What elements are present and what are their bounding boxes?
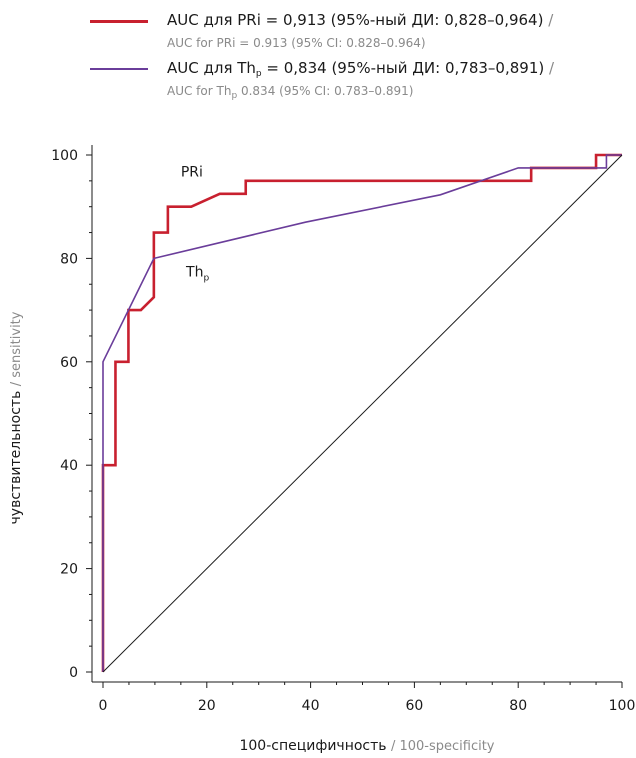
y-axis-title: чувствительность / sensitivity bbox=[8, 311, 24, 524]
legend-main-subscript: p bbox=[255, 69, 262, 79]
legend-sub-pri: AUC for PRi = 0.913 (95% CI: 0.828–0.964… bbox=[167, 36, 553, 56]
x-tick-label: 0 bbox=[99, 698, 108, 714]
series-line-pri bbox=[101, 153, 622, 672]
legend-en-prefix: AUC for Th bbox=[167, 84, 232, 98]
x-axis-title: 100-специфичность / 100-specificity bbox=[239, 738, 494, 754]
y-tick-label: 100 bbox=[51, 148, 78, 164]
legend-sub-thp: AUC for Thp 0.834 (95% CI: 0.783–0.891) bbox=[167, 84, 554, 104]
chart-legend: AUC для PRi = 0,913 (95%-ный ДИ: 0,828–0… bbox=[0, 0, 636, 110]
x-tick-label: 80 bbox=[509, 698, 527, 714]
legend-en-suffix: 0.834 (95% CI: 0.783–0.891) bbox=[237, 84, 414, 98]
chart-labels: PRi Thp bbox=[181, 165, 210, 284]
legend-en-subscript: p bbox=[231, 91, 238, 101]
legend-slash: / bbox=[543, 11, 554, 29]
legend-text-thp: AUC для Thp = 0,834 (95%-ный ДИ: 0,783–0… bbox=[167, 58, 554, 104]
legend-main-suffix: = 0,834 (95%-ный ДИ: 0,783–0,891) bbox=[261, 59, 545, 77]
series-line-thp bbox=[102, 154, 622, 672]
y-axis-title-main: чувствительность bbox=[8, 386, 24, 524]
legend-main-thp: AUC для Thp = 0,834 (95%-ный ДИ: 0,783–0… bbox=[167, 58, 554, 84]
y-axis-title-en: / sensitivity bbox=[9, 311, 24, 386]
legend-main-prefix: AUC для Th bbox=[167, 59, 256, 77]
legend-main-pri: AUC для PRi = 0,913 (95%-ный ДИ: 0,828–0… bbox=[167, 10, 553, 36]
chart-axes: 0 20 40 60 80 100 0 20 40 60 80 100 bbox=[51, 145, 635, 714]
legend-swatch-thp bbox=[90, 68, 148, 70]
curve-label-subscript: p bbox=[203, 273, 209, 283]
x-tick-label: 20 bbox=[198, 698, 216, 714]
x-tick-label: 60 bbox=[405, 698, 423, 714]
curve-label-pri: PRi bbox=[181, 165, 203, 181]
y-tick-label: 0 bbox=[69, 665, 78, 681]
x-axis-title-main: 100-специфичность bbox=[239, 738, 390, 754]
legend-slash: / bbox=[544, 59, 555, 77]
x-tick-label: 100 bbox=[609, 698, 636, 714]
y-tick-label: 20 bbox=[60, 562, 78, 578]
curve-label-thp: Thp bbox=[185, 264, 209, 283]
x-tick-label: 40 bbox=[302, 698, 320, 714]
axis-titles: 100-специфичность / 100-specificity чувст… bbox=[8, 311, 495, 754]
y-tick-label: 40 bbox=[60, 458, 78, 474]
y-tick-label: 60 bbox=[60, 355, 78, 371]
legend-main-prefix: AUC для PRi = 0,913 (95%-ный ДИ: 0,828–0… bbox=[167, 11, 544, 29]
x-axis-title-en: / 100-specificity bbox=[391, 739, 495, 754]
legend-en-prefix: AUC for PRi = 0.913 (95% CI: 0.828–0.964… bbox=[167, 36, 426, 50]
legend-swatch-pri bbox=[90, 20, 148, 23]
chart-series bbox=[101, 153, 623, 673]
y-tick-label: 80 bbox=[60, 251, 78, 267]
series-line-reference bbox=[102, 154, 623, 673]
legend-text-pri: AUC для PRi = 0,913 (95%-ный ДИ: 0,828–0… bbox=[167, 10, 553, 56]
